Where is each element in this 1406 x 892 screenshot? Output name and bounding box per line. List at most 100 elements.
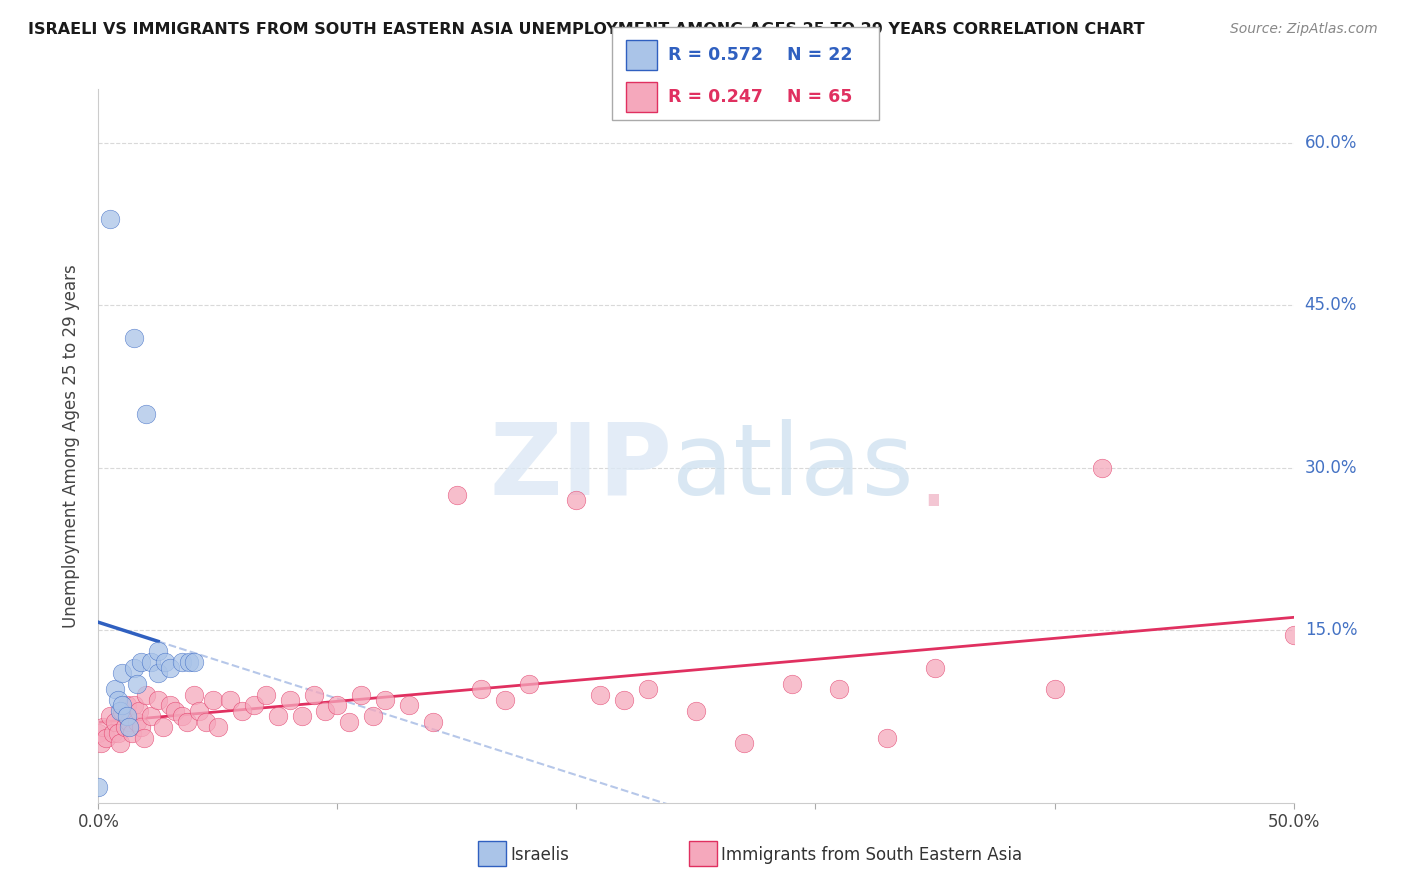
Point [131,655,153,669]
Point [108,704,131,718]
Point [111,704,134,718]
Point [363,709,385,723]
Point [1091,460,1114,475]
Point [565,493,588,508]
Point [254,688,277,702]
Point [243,698,266,713]
Point [924,660,946,674]
Point [101,725,124,739]
Point [128,704,150,718]
Point [87,780,110,794]
Point [589,688,612,702]
Point [111,698,134,713]
Point [780,677,803,691]
Point [219,693,242,707]
Point [124,660,146,674]
Point [139,709,162,723]
Point [121,725,143,739]
Point [195,714,218,729]
Text: 30.0%: 30.0% [1305,458,1357,476]
Point [91,720,114,734]
Point [107,725,129,739]
Point [187,704,209,718]
Point [135,407,157,421]
Text: R = 0.247    N = 65: R = 0.247 N = 65 [668,87,852,106]
Point [326,698,349,713]
Point [104,682,127,697]
Y-axis label: Unemployment Among Ages 25 to 29 years: Unemployment Among Ages 25 to 29 years [62,264,80,628]
Point [159,698,181,713]
Point [124,698,146,713]
Point [172,709,194,723]
Point [148,693,170,707]
Point [278,693,301,707]
Point [118,714,141,729]
Point [90,736,112,750]
Point [118,720,141,734]
Point [124,331,146,345]
Point [108,736,131,750]
Point [111,666,134,681]
Point [828,682,851,697]
Point [163,704,186,718]
Point [179,655,201,669]
Point [148,644,170,658]
Point [1043,682,1066,697]
Point [494,693,516,707]
Point [446,488,468,502]
Text: ZIP: ZIP [489,419,672,516]
Point [159,660,181,674]
Point [207,720,229,734]
Point [876,731,898,745]
Point [422,714,444,729]
Point [183,688,205,702]
Point [125,677,148,691]
Point [291,709,314,723]
Point [139,655,162,669]
Point [132,731,155,745]
Text: Israelis: Israelis [510,846,569,863]
Point [374,693,396,707]
Point [104,714,127,729]
Point [172,655,194,669]
Point [155,655,177,669]
Point [131,720,153,734]
Text: Source: ZipAtlas.com: Source: ZipAtlas.com [1230,22,1378,37]
Point [202,693,225,707]
Text: 45.0%: 45.0% [1305,296,1357,315]
Point [1282,628,1305,642]
Point [98,211,122,226]
Point [135,688,157,702]
Point [267,709,290,723]
Point [470,682,492,697]
Point [183,655,205,669]
Point [148,666,170,681]
Text: 60.0%: 60.0% [1305,135,1357,153]
Point [98,709,122,723]
Point [115,709,138,723]
Point [115,698,138,713]
Point [125,714,148,729]
Point [350,688,373,702]
Text: 15.0%: 15.0% [1305,621,1357,639]
Point [315,704,337,718]
Point [339,714,361,729]
Point [517,677,540,691]
Point [613,693,636,707]
Point [94,731,117,745]
Text: .: . [917,430,949,526]
Point [152,720,174,734]
Point [114,720,136,734]
Text: atlas: atlas [672,419,914,516]
Point [87,725,110,739]
Point [107,693,129,707]
Point [231,704,253,718]
Point [685,704,707,718]
Point [398,698,420,713]
Text: Immigrants from South Eastern Asia: Immigrants from South Eastern Asia [721,846,1022,863]
Point [176,714,198,729]
Point [637,682,659,697]
Point [733,736,755,750]
Text: ISRAELI VS IMMIGRANTS FROM SOUTH EASTERN ASIA UNEMPLOYMENT AMONG AGES 25 TO 29 Y: ISRAELI VS IMMIGRANTS FROM SOUTH EASTERN… [28,22,1144,37]
Text: R = 0.572    N = 22: R = 0.572 N = 22 [668,45,852,64]
